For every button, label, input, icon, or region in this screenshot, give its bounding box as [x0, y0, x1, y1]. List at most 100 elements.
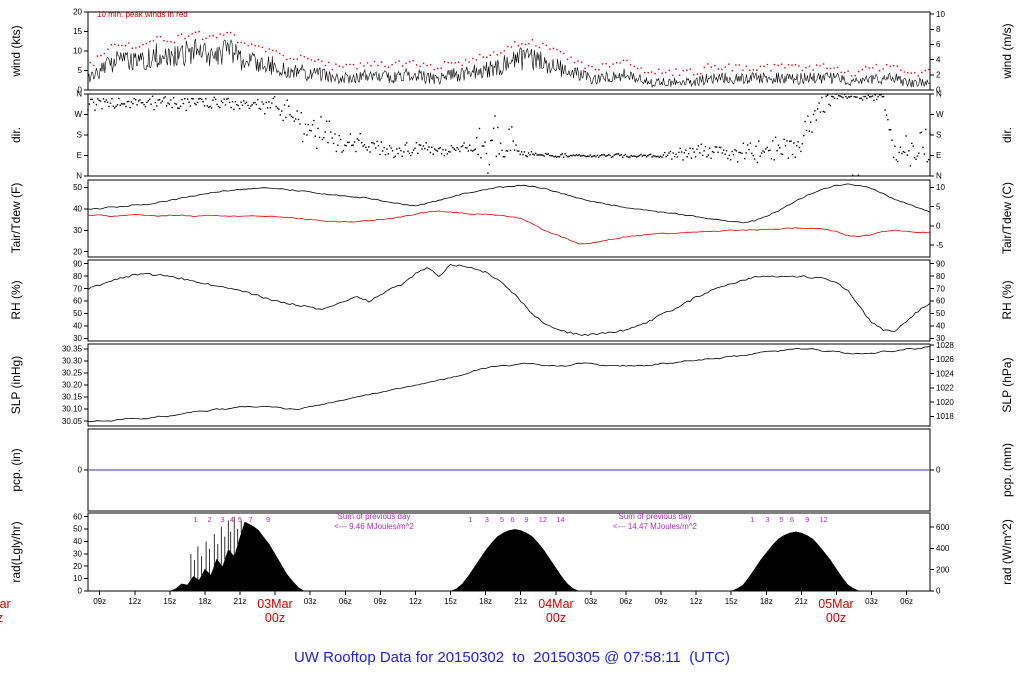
tick-label: 0 [936, 86, 941, 95]
tick-label: 90 [73, 259, 82, 268]
date-label-03mar-line2: 00z [264, 611, 286, 625]
date-label-04mar: 04Mar 00z [538, 597, 573, 625]
date-label-05mar-line1: 05Mar [818, 597, 854, 611]
tick-label: 50 [73, 183, 82, 192]
sum-annotation-2-line2: <--- 14.47 MJoules/m^2 [612, 522, 698, 531]
svg-text:2: 2 [208, 515, 212, 524]
tick-label: 60 [73, 512, 82, 521]
tick-label: 0 [936, 587, 941, 596]
tick-label: 0 [78, 587, 83, 596]
tick-label: 0 [78, 86, 83, 95]
x-tick-label: 06z [619, 597, 632, 606]
y-axis-label-dir-left: dir. [9, 126, 23, 144]
tick-label: 0 [936, 466, 941, 475]
tick-label: 30 [73, 549, 82, 558]
svg-text:9: 9 [805, 515, 809, 524]
tick-label: 50 [936, 309, 945, 318]
svg-text:14: 14 [556, 515, 564, 524]
tick-label: 1028 [936, 341, 954, 350]
tick-label: 40 [936, 322, 945, 331]
tick-label: 30 [936, 334, 945, 343]
tick-label: 0 [936, 222, 941, 231]
tick-label: 30 [73, 334, 82, 343]
tdew-series [87, 210, 931, 245]
sum-annotation-1-line1: Sum of previous day [337, 512, 411, 521]
tick-label: 70 [73, 284, 82, 293]
tick-label: S [936, 131, 941, 140]
tick-label: 80 [73, 272, 82, 281]
tick-label: 60 [73, 297, 82, 306]
tick-label: 30.35 [62, 344, 83, 353]
tick-label: 10 [936, 10, 945, 19]
svg-text:5: 5 [500, 515, 504, 524]
tick-label: 2 [936, 70, 941, 79]
x-tick-label: 03z [584, 597, 597, 606]
wind-peak-series [89, 30, 930, 77]
svg-text:12: 12 [819, 515, 827, 524]
y-axis-label-pcp-left: pcp. (in) [9, 448, 23, 492]
x-tick-label: 21z [234, 597, 247, 606]
date-label-05mar-line2: 00z [825, 611, 847, 625]
x-tick-label: 03z [304, 597, 317, 606]
x-tick-label: 15z [444, 597, 457, 606]
tick-label: E [936, 151, 941, 160]
svg-text:9: 9 [266, 515, 270, 524]
x-tick-label: 09z [655, 597, 668, 606]
svg-text:4: 4 [230, 515, 234, 524]
x-tick-label: 18z [198, 597, 211, 606]
tick-label: 20 [73, 562, 82, 571]
panel-border-slp [87, 343, 931, 427]
panel-border-wind [87, 11, 931, 91]
tick-label: 1020 [936, 398, 954, 407]
y-axis-label-rad-left: rad(Lgly/hr) [9, 521, 23, 583]
x-tick-label: 21z [514, 597, 527, 606]
radiation-series [169, 516, 860, 591]
tick-label: 600 [936, 523, 950, 532]
tick-label: 10 [73, 47, 82, 56]
tair-series [87, 183, 931, 224]
x-tick-label: 12z [690, 597, 703, 606]
wind-direction-series [87, 93, 931, 177]
tick-label: N [76, 90, 82, 99]
sum-annotation-1-line2: <--- 9.46 MJoules/m^2 [334, 522, 414, 531]
date-label-02mar-line2: 00z [0, 611, 12, 625]
tick-label: W [74, 110, 82, 119]
date-label-03mar-line1: 03Mar [257, 597, 293, 611]
y-axis-label-tair-right: Tair/Tdew (C) [1000, 181, 1014, 255]
tick-label: -5 [936, 241, 944, 250]
figure-title: UW Rooftop Data for 20150302 to 20150305… [293, 649, 731, 666]
tick-label: 30.05 [62, 417, 83, 426]
x-tick-label: 06z [339, 597, 352, 606]
svg-text:6: 6 [510, 515, 514, 524]
svg-text:9: 9 [524, 515, 528, 524]
rh-series [87, 263, 931, 337]
panel-border-tair [87, 179, 931, 258]
tick-label: 70 [936, 284, 945, 293]
svg-text:1: 1 [750, 515, 754, 524]
tick-label: 50 [73, 309, 82, 318]
tick-label: 40 [73, 322, 82, 331]
x-tick-label: 18z [760, 597, 773, 606]
sum-annotation-1: Sum of previous day <--- 9.46 MJoules/m^… [334, 512, 414, 532]
tick-label: 400 [936, 544, 950, 553]
x-tick-label: 09z [374, 597, 387, 606]
tick-label: 30.25 [62, 369, 83, 378]
y-axis-label-wind-right: wind (m/s) [1000, 23, 1014, 79]
date-label-04mar-line1: 04Mar [538, 597, 574, 611]
x-tick-label: 21z [795, 597, 808, 606]
y-axis-label-slp-left: SLP (inHg) [9, 355, 23, 415]
x-tick-label: 15z [163, 597, 176, 606]
svg-text:5: 5 [779, 515, 783, 524]
tick-label: 50 [73, 525, 82, 534]
tick-label: 80 [936, 272, 945, 281]
x-tick-label: 03z [865, 597, 878, 606]
date-label-02mar-line1: 02Mar [0, 597, 11, 611]
tick-label: 6 [936, 40, 941, 49]
tick-label: N [936, 172, 942, 181]
tick-label: 40 [73, 537, 82, 546]
tick-label: 1018 [936, 412, 954, 421]
svg-text:1: 1 [194, 515, 198, 524]
svg-text:3: 3 [485, 515, 489, 524]
tick-label: E [77, 151, 82, 160]
